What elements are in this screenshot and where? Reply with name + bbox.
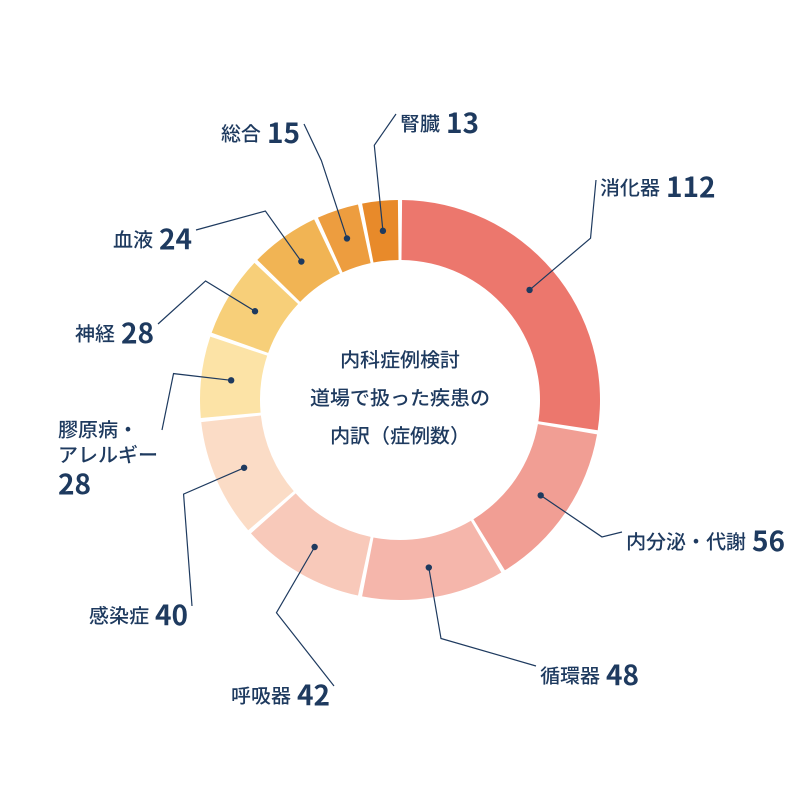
slice-label-name-4-0: 感染症 <box>89 600 149 629</box>
leader-dot-6 <box>252 308 258 314</box>
slice-label-value-4: 40 <box>155 594 188 634</box>
slice-label-7: 血液24 <box>113 218 192 258</box>
slice-label-name-1-0: 内分泌・代謝 <box>626 526 746 555</box>
slice-label-value-8: 15 <box>267 112 300 152</box>
slice-label-name-2-0: 循環器 <box>540 660 600 689</box>
slice-label-value-3: 42 <box>297 674 330 714</box>
slice-label-value-1: 56 <box>752 520 785 560</box>
slice-label-6: 神経28 <box>75 312 154 352</box>
slice-label-name-0-0: 消化器 <box>600 172 660 201</box>
slice-label-value-7: 24 <box>159 218 192 258</box>
center-line-0: 内科症例検討 <box>340 344 460 373</box>
leader-dot-9 <box>380 228 386 234</box>
slice-label-value-2: 48 <box>606 654 639 694</box>
slice-label-name-8-0: 総合 <box>221 118 261 147</box>
slice-label-name-6-0: 神経 <box>75 318 115 347</box>
leader-dot-4 <box>241 465 247 471</box>
slice-label-5: 膠原病・アレルギー28 <box>58 416 158 501</box>
slice-label-3: 呼吸器42 <box>231 674 330 714</box>
slice-label-8: 総合15 <box>221 112 300 152</box>
slice-label-1: 内分泌・代謝56 <box>626 520 785 560</box>
leader-dot-2 <box>426 564 432 570</box>
leader-dot-7 <box>298 258 304 264</box>
slice-label-value-9: 13 <box>446 102 479 142</box>
slice-label-name-7-0: 血液 <box>113 224 153 253</box>
chart-center-title: 内科症例検討 道場で扱った疾患の 内訳（症例数） <box>270 340 530 454</box>
leader-dot-8 <box>344 235 350 241</box>
slice-2 <box>362 521 501 600</box>
leader-dot-3 <box>311 544 317 550</box>
leader-dot-0 <box>526 287 532 293</box>
slice-label-value-5: 28 <box>58 463 91 503</box>
slice-label-name-3-0: 呼吸器 <box>231 680 291 709</box>
slice-label-name-9-0: 腎臓 <box>400 108 440 137</box>
slice-label-0: 消化器112 <box>600 166 716 206</box>
center-line-1: 道場で扱った疾患の <box>310 382 490 411</box>
center-line-2: 内訳（症例数） <box>330 420 470 449</box>
leader-dot-1 <box>538 492 544 498</box>
slice-label-4: 感染症40 <box>89 594 188 634</box>
slice-label-value-0: 112 <box>666 166 716 206</box>
slice-label-value-6: 28 <box>121 312 154 352</box>
slice-label-9: 腎臓13 <box>400 102 479 142</box>
slice-label-2: 循環器48 <box>540 654 639 694</box>
leader-dot-5 <box>228 377 234 383</box>
